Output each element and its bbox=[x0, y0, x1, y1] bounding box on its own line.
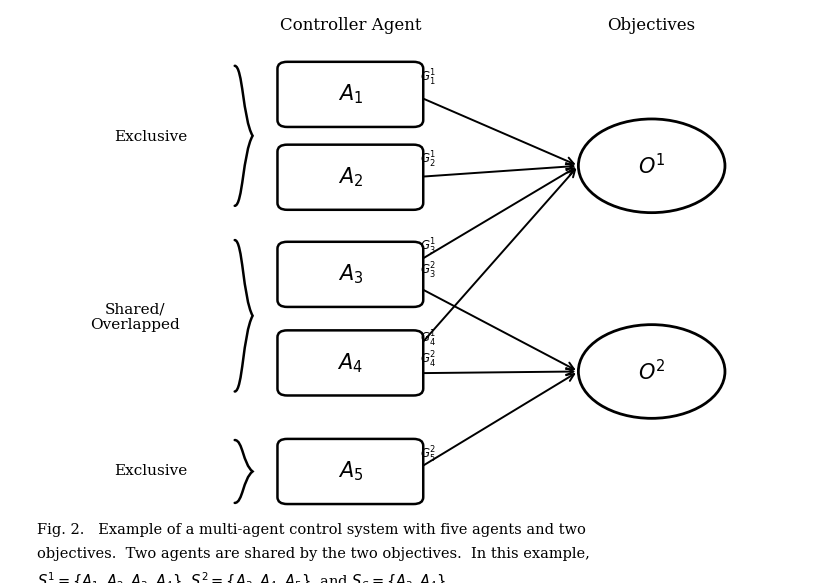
Text: Objectives: Objectives bbox=[607, 17, 696, 34]
FancyBboxPatch shape bbox=[278, 62, 423, 127]
Text: $G_1^1$: $G_1^1$ bbox=[420, 68, 436, 87]
Text: $A_2$: $A_2$ bbox=[337, 166, 363, 189]
Text: $A_1$: $A_1$ bbox=[337, 83, 363, 106]
Text: $O^1$: $O^1$ bbox=[637, 153, 666, 178]
Text: $G_2^1$: $G_2^1$ bbox=[420, 150, 436, 170]
Text: Controller Agent: Controller Agent bbox=[279, 17, 421, 34]
FancyBboxPatch shape bbox=[278, 242, 423, 307]
FancyBboxPatch shape bbox=[278, 145, 423, 210]
Text: $G_4^2$: $G_4^2$ bbox=[420, 350, 436, 370]
Text: $O^2$: $O^2$ bbox=[637, 359, 666, 384]
Text: $G_3^2$: $G_3^2$ bbox=[420, 261, 436, 281]
FancyBboxPatch shape bbox=[278, 439, 423, 504]
Text: $A_3$: $A_3$ bbox=[337, 262, 363, 286]
Text: $A_5$: $A_5$ bbox=[337, 459, 363, 483]
Text: $G_4^1$: $G_4^1$ bbox=[420, 329, 436, 349]
Text: Exclusive: Exclusive bbox=[114, 465, 188, 479]
Ellipse shape bbox=[578, 325, 725, 419]
Text: Exclusive: Exclusive bbox=[114, 130, 188, 144]
Text: $G_3^1$: $G_3^1$ bbox=[420, 237, 436, 257]
Ellipse shape bbox=[578, 119, 725, 213]
Text: Shared/
Overlapped: Shared/ Overlapped bbox=[90, 302, 179, 332]
Text: objectives.  Two agents are shared by the two objectives.  In this example,: objectives. Two agents are shared by the… bbox=[37, 547, 590, 561]
FancyBboxPatch shape bbox=[278, 331, 423, 395]
Text: $S_C^1 = \{A_1, A_2, A_3, A_4\}$, $S_C^2 = \{A_3, A_4, A_5\}$, and $S_S = \{A_3,: $S_C^1 = \{A_1, A_2, A_3, A_4\}$, $S_C^2… bbox=[37, 571, 451, 583]
Text: $A_4$: $A_4$ bbox=[337, 351, 363, 375]
Text: Fig. 2.   Example of a multi-agent control system with five agents and two: Fig. 2. Example of a multi-agent control… bbox=[37, 523, 586, 537]
Text: $G_5^2$: $G_5^2$ bbox=[420, 444, 436, 465]
